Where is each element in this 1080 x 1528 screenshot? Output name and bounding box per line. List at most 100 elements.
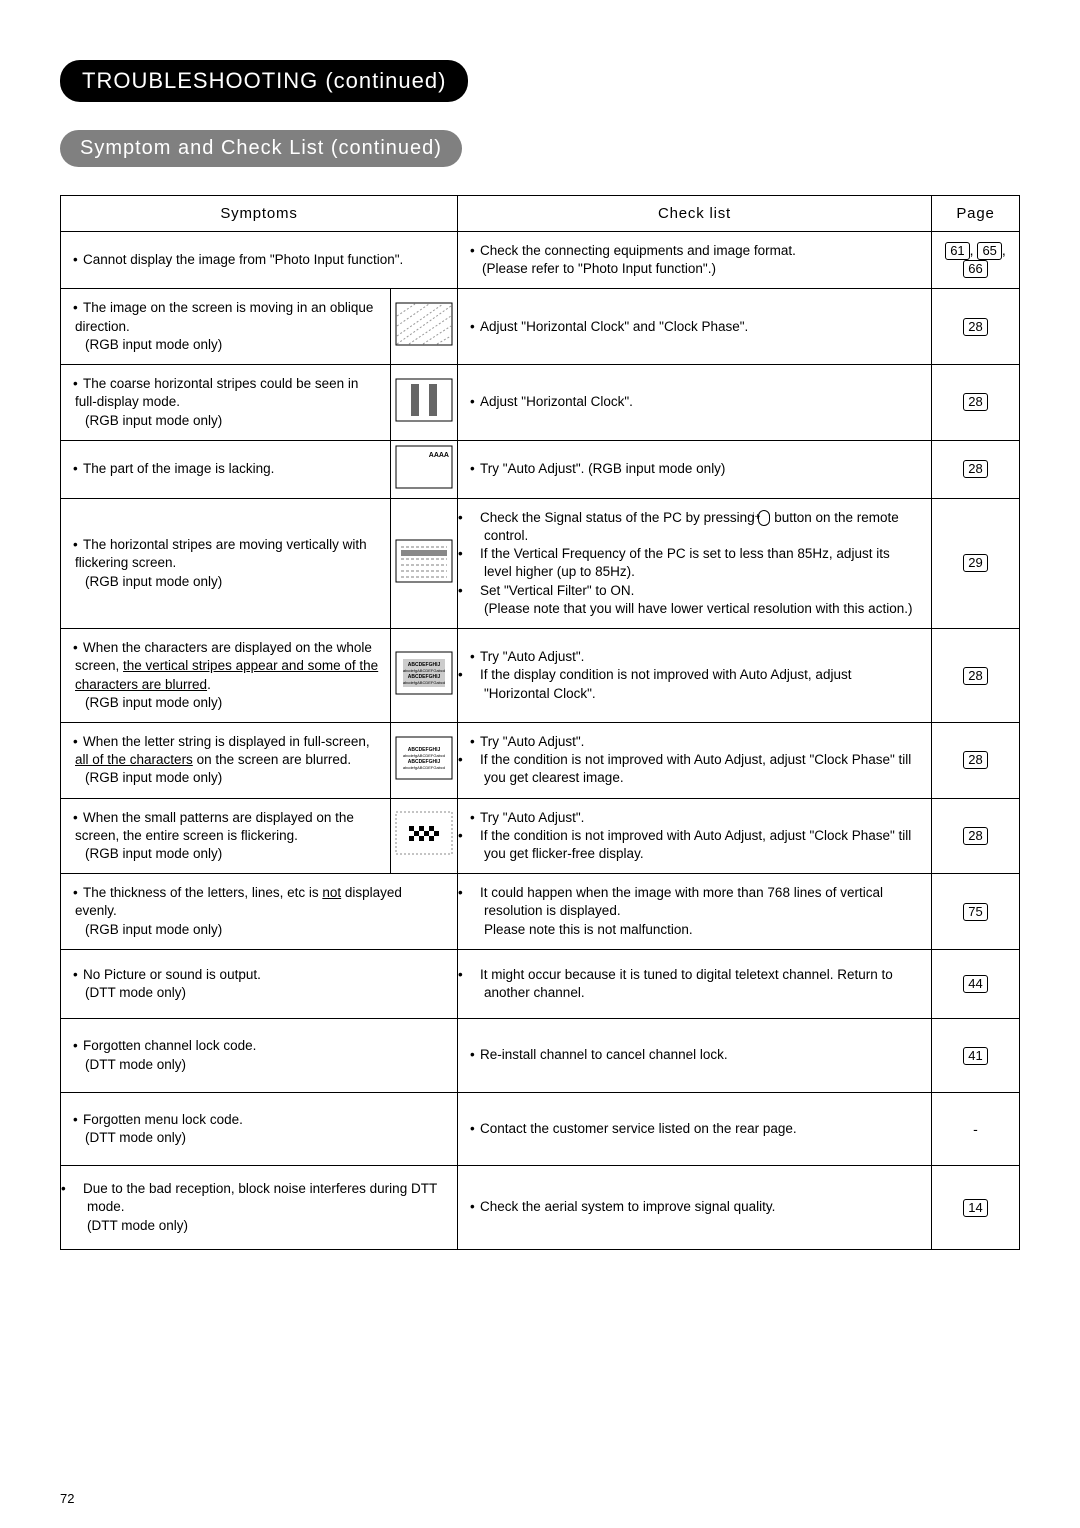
symptom-text: Forgotten channel lock code. — [83, 1038, 256, 1053]
check-text: If the condition is not improved with Au… — [480, 828, 911, 861]
page-ref: 41 — [963, 1047, 987, 1065]
check-text: (Please note that you will have lower ve… — [484, 600, 917, 618]
symptom-text: When the letter string is displayed in f… — [83, 734, 370, 749]
table-row: Forgotten menu lock code. (DTT mode only… — [61, 1092, 1020, 1165]
check-text: Set "Vertical Filter" to ON. — [480, 583, 634, 598]
section-title: TROUBLESHOOTING (continued) — [60, 60, 1020, 102]
check-text: Please note this is not malfunction. — [484, 922, 693, 937]
symptom-note: (DTT mode only) — [85, 1057, 186, 1072]
symptom-cell: When the characters are displayed on the… — [61, 629, 391, 723]
page-cell: 44 — [932, 949, 1020, 1018]
page-cell: 41 — [932, 1019, 1020, 1092]
symptom-text: The horizontal stripes are moving vertic… — [75, 537, 367, 570]
table-row: The image on the screen is moving in an … — [61, 289, 1020, 365]
symptom-cell: Forgotten menu lock code. (DTT mode only… — [61, 1092, 458, 1165]
symptom-text: The image on the screen is moving in an … — [75, 300, 373, 333]
symptom-text: When the small patterns are displayed on… — [75, 810, 354, 843]
page-cell: 28 — [932, 440, 1020, 498]
symptom-cell: Forgotten channel lock code. (DTT mode o… — [61, 1019, 458, 1092]
symptom-text-underlined: all of the characters — [75, 752, 193, 767]
check-text: Try "Auto Adjust". — [480, 734, 584, 749]
check-text: Try "Auto Adjust". (RGB input mode only) — [480, 461, 725, 476]
page-ref: - — [973, 1121, 978, 1137]
table-row: The part of the image is lacking. AAAA T… — [61, 440, 1020, 498]
check-text: Adjust "Horizontal Clock" and "Clock Pha… — [480, 319, 748, 334]
symptom-note: (RGB input mode only) — [85, 695, 222, 710]
symptom-note: (RGB input mode only) — [85, 337, 222, 352]
check-text: Check the Signal status of the PC by pre… — [480, 510, 755, 525]
checklist-cell: It might occur because it is tuned to di… — [458, 949, 932, 1018]
symptom-cell: Cannot display the image from "Photo Inp… — [61, 232, 458, 289]
symptom-cell: The thickness of the letters, lines, etc… — [61, 874, 458, 950]
check-text: Check the aerial system to improve signa… — [480, 1199, 775, 1214]
page-cell: - — [932, 1092, 1020, 1165]
page-ref: 65 — [977, 242, 1001, 260]
page-cell: 75 — [932, 874, 1020, 950]
page-cell: 61, 65, 66 — [932, 232, 1020, 289]
subsection-title: Symptom and Check List (continued) — [60, 102, 1020, 167]
page-cell: 28 — [932, 629, 1020, 723]
check-text: It could happen when the image with more… — [480, 885, 883, 918]
symptom-cell: The coarse horizontal stripes could be s… — [61, 365, 391, 441]
symptom-cell: The image on the screen is moving in an … — [61, 289, 391, 365]
page-ref: 28 — [963, 667, 987, 685]
page-cell: 14 — [932, 1166, 1020, 1250]
checklist-cell: Try "Auto Adjust". If the condition is n… — [458, 798, 932, 874]
checklist-cell: Try "Auto Adjust". If the display condit… — [458, 629, 932, 723]
icon-cell: AAAA — [391, 440, 458, 498]
table-row: The coarse horizontal stripes could be s… — [61, 365, 1020, 441]
icon-cell — [391, 289, 458, 365]
checker-pattern-icon — [395, 811, 453, 855]
svg-text:abcdefgABCDEFGabcd: abcdefgABCDEFGabcd — [403, 753, 445, 758]
checklist-cell: Check the aerial system to improve signa… — [458, 1166, 932, 1250]
symptom-cell: The horizontal stripes are moving vertic… — [61, 498, 391, 628]
symptom-cell: No Picture or sound is output. (DTT mode… — [61, 949, 458, 1018]
checklist-cell: Adjust "Horizontal Clock". — [458, 365, 932, 441]
icon-cell — [391, 798, 458, 874]
table-row: When the characters are displayed on the… — [61, 629, 1020, 723]
checklist-cell: Contact the customer service listed on t… — [458, 1092, 932, 1165]
checklist-cell: It could happen when the image with more… — [458, 874, 932, 950]
checklist-cell: Re-install channel to cancel channel loc… — [458, 1019, 932, 1092]
symptom-note: (RGB input mode only) — [85, 574, 222, 589]
page-number: 72 — [60, 1491, 74, 1506]
table-row: The horizontal stripes are moving vertic… — [61, 498, 1020, 628]
symptom-text: Forgotten menu lock code. — [83, 1112, 243, 1127]
title-pill: TROUBLESHOOTING (continued) — [60, 60, 468, 102]
svg-text:AAAA: AAAA — [429, 452, 449, 459]
table-row: Cannot display the image from "Photo Inp… — [61, 232, 1020, 289]
check-text: Re-install channel to cancel channel loc… — [480, 1047, 728, 1062]
symptom-note: (RGB input mode only) — [85, 922, 222, 937]
symptom-text: The coarse horizontal stripes could be s… — [75, 376, 358, 409]
horizontal-stripes-icon — [395, 539, 453, 583]
page-ref: 14 — [963, 1199, 987, 1217]
check-text: Check the connecting equipments and imag… — [480, 243, 796, 258]
page-cell: 28 — [932, 365, 1020, 441]
table-row: When the small patterns are displayed on… — [61, 798, 1020, 874]
check-text: If the display condition is not improved… — [480, 667, 851, 700]
checklist-cell: Check the connecting equipments and imag… — [458, 232, 932, 289]
page-ref: 28 — [963, 460, 987, 478]
header-checklist: Check list — [458, 196, 932, 232]
page-cell: 29 — [932, 498, 1020, 628]
page-cell: 28 — [932, 289, 1020, 365]
symptom-note: (RGB input mode only) — [85, 413, 222, 428]
check-text: Try "Auto Adjust". — [480, 810, 584, 825]
info-button-icon: i+ — [758, 510, 770, 526]
page-ref: 75 — [963, 903, 987, 921]
symptom-text: The part of the image is lacking. — [83, 461, 274, 476]
page: TROUBLESHOOTING (continued) Symptom and … — [0, 0, 1080, 1528]
table-row: Due to the bad reception, block noise in… — [61, 1166, 1020, 1250]
cropped-text-icon: AAAA — [395, 445, 453, 489]
symptom-note: (DTT mode only) — [87, 1218, 188, 1233]
icon-cell — [391, 365, 458, 441]
table-row: No Picture or sound is output. (DTT mode… — [61, 949, 1020, 1018]
check-text: Try "Auto Adjust". — [480, 649, 584, 664]
symptom-note: (RGB input mode only) — [85, 846, 222, 861]
table-row: The thickness of the letters, lines, etc… — [61, 874, 1020, 950]
header-page: Page — [932, 196, 1020, 232]
icon-cell — [391, 498, 458, 628]
symptom-cell: The part of the image is lacking. — [61, 440, 391, 498]
check-text: It might occur because it is tuned to di… — [480, 967, 893, 1000]
checklist-cell: Check the Signal status of the PC by pre… — [458, 498, 932, 628]
